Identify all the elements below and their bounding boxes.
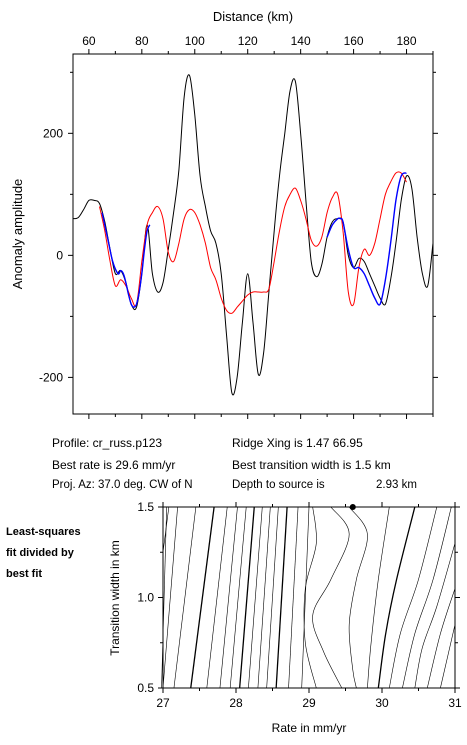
x-tick-label: 180 [397, 34, 417, 48]
rate-tick-label: 31 [448, 696, 462, 710]
x-tick-label: 120 [238, 34, 258, 48]
anomaly-plot-frame [72, 53, 434, 415]
ridge-xing-text: Ridge Xing is 1.47 66.95 [232, 436, 363, 450]
anomaly-chart: 60 80 100 120 140 160 180 -200 0 200 Distance (km… [10, 9, 438, 419]
contour-curve-0 [312, 506, 350, 689]
y-axis-label: Anomaly amplitude [10, 179, 25, 290]
series-line-1 [99, 171, 407, 314]
contour-curve-9 [440, 624, 456, 689]
rate-tick-label: 29 [302, 696, 316, 710]
profile-text: Profile: cr_russ.p123 [52, 436, 163, 450]
width-tick-label: 0.5 [137, 681, 154, 695]
anomaly-ticks: 60 80 100 120 140 160 180 -200 0 200 [39, 34, 438, 419]
rate-tick-label: 30 [375, 696, 389, 710]
rate-axis-label: Rate in mm/yr [272, 721, 347, 735]
y-tick-label: -200 [39, 370, 63, 384]
contour-curve-7 [414, 543, 456, 689]
x-tick-label: 80 [135, 34, 149, 48]
contour-line-0 [161, 506, 167, 689]
contour-curve-1 [303, 506, 317, 689]
contour-line-10 [266, 506, 279, 689]
contour-line-8 [248, 506, 263, 689]
x-tick-label: 100 [185, 34, 205, 48]
x-tick-label: 160 [344, 34, 364, 48]
contour-line-13 [301, 506, 310, 689]
proj-az-text: Proj. Az: 37.0 deg. CW of N [52, 479, 193, 491]
contour-curve-5 [389, 506, 438, 689]
contour-curve-2 [348, 506, 368, 689]
contour-curve-4 [377, 506, 416, 689]
contour-ticks: 27 28 29 30 31 0.5 1.0 1.5 [137, 500, 462, 710]
contour-line-6 [229, 506, 247, 689]
contour-chart: 27 28 29 30 31 0.5 1.0 1.5 Rate in mm/yr Transi… [108, 500, 462, 735]
anomaly-series [72, 74, 434, 396]
contour-line-9 [257, 506, 271, 689]
width-axis-label: Transition width in km [108, 540, 122, 656]
series-line-0 [72, 74, 434, 396]
contour-line-1 [162, 506, 178, 689]
contour-curve-6 [402, 506, 452, 689]
y-tick-label: 0 [56, 248, 63, 262]
contour-lines [161, 506, 456, 689]
contour-line-4 [206, 506, 228, 689]
contour-line-11 [275, 506, 288, 689]
depth-label-text: Depth to source is [232, 479, 325, 491]
caption-line-2: fit divided by [6, 547, 74, 559]
contour-line-edge [162, 506, 170, 553]
rate-tick-label: 28 [229, 696, 243, 710]
best-rate-text: Best rate is 29.6 mm/yr [52, 458, 176, 472]
x-axis-label: Distance (km) [213, 9, 293, 24]
caption-line-1: Least-squares [6, 526, 81, 538]
x-tick-label: 140 [291, 34, 311, 48]
best-fit-point [349, 504, 356, 510]
y-tick-label: 200 [43, 126, 63, 140]
width-tick-label: 1.0 [137, 591, 154, 605]
caption-line-3: best fit [6, 568, 43, 580]
contour-line-2 [173, 506, 197, 689]
series-line-2 [101, 212, 151, 308]
contour-line-3 [190, 506, 215, 689]
series-line-3 [326, 172, 407, 306]
depth-value-text: 2.93 km [376, 479, 417, 491]
contour-line-5 [219, 506, 238, 689]
width-tick-label: 1.5 [137, 500, 154, 514]
best-width-text: Best transition width is 1.5 km [232, 458, 391, 472]
contour-curve-8 [427, 588, 456, 689]
x-tick-label: 60 [82, 34, 96, 48]
contour-caption: Least-squares fit divided by best fit [6, 522, 81, 585]
contour-line-12 [288, 506, 299, 689]
rate-tick-label: 27 [156, 696, 170, 710]
contour-line-7 [239, 506, 255, 689]
contour-curve-3 [367, 506, 390, 689]
